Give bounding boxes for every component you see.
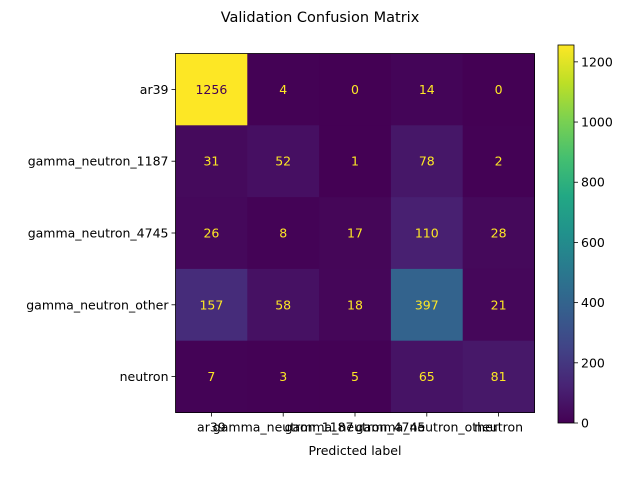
y-tick-label: gamma_neutron_1187 bbox=[28, 154, 169, 169]
x-tick-label: neutron bbox=[474, 420, 523, 435]
heatmap-cell bbox=[175, 340, 248, 413]
y-tick-label: gamma_neutron_4745 bbox=[28, 226, 169, 241]
heatmap-cell bbox=[462, 340, 535, 413]
heatmap-cell bbox=[390, 340, 464, 413]
heatmap-cell bbox=[175, 53, 248, 126]
x-axis-label: Predicted label bbox=[309, 443, 402, 458]
heatmap-cell bbox=[319, 340, 392, 413]
y-tick-label: ar39 bbox=[140, 82, 169, 97]
heatmap-cell bbox=[247, 197, 320, 270]
heatmap-cell bbox=[319, 197, 392, 270]
heatmap-cell bbox=[319, 268, 392, 342]
heatmap-cell bbox=[390, 125, 464, 198]
x-tick-label: gamma_neutron_1187 bbox=[213, 420, 354, 435]
heatmap-cell bbox=[247, 268, 320, 342]
colorbar-tick-label: 200 bbox=[581, 355, 605, 370]
heatmap-cell bbox=[175, 125, 248, 198]
heatmap-cell bbox=[247, 340, 320, 413]
heatmap-cell bbox=[319, 53, 392, 126]
y-axis-ticks: ar39 gamma_neutron_1187 gamma_neutron_4745… bbox=[26, 82, 176, 384]
cell-value-label: 0 bbox=[495, 82, 503, 97]
heatmap-cell bbox=[390, 197, 464, 270]
heatmap-cell bbox=[390, 268, 464, 342]
cell-value-label: 17 bbox=[347, 226, 363, 241]
cell-value-label: 4 bbox=[279, 82, 287, 97]
x-tick-label: gamma_neutron_other bbox=[356, 420, 499, 435]
colorbar-tick-label: 1200 bbox=[581, 54, 613, 69]
cell-value-label: 78 bbox=[419, 154, 435, 169]
heatmap-cell bbox=[462, 125, 535, 198]
cell-value-label: 397 bbox=[415, 297, 439, 312]
heatmap-cell bbox=[175, 268, 248, 342]
cell-value-label: 2 bbox=[495, 154, 503, 169]
cell-value-label: 14 bbox=[419, 82, 435, 97]
colorbar-tick-label: 800 bbox=[581, 175, 605, 190]
cell-value-label: 18 bbox=[347, 297, 363, 312]
y-tick-label: neutron bbox=[120, 369, 169, 384]
colorbar bbox=[557, 44, 575, 424]
cell-value-label: 3 bbox=[279, 369, 287, 384]
heatmap-cell bbox=[319, 125, 392, 198]
colorbar-tick-label: 1000 bbox=[581, 115, 613, 130]
colorbar-tick-label: 400 bbox=[581, 295, 605, 310]
x-tick-label: gamma_neutron_4745 bbox=[285, 420, 426, 435]
heatmap-cell bbox=[247, 125, 320, 198]
cell-value-label: 8 bbox=[279, 226, 287, 241]
cell-value-label: 52 bbox=[275, 154, 291, 169]
heatmap-cell bbox=[390, 53, 464, 126]
heatmap-cell bbox=[175, 197, 248, 270]
heatmap-cell bbox=[462, 268, 535, 342]
cell-value-label: 7 bbox=[207, 369, 215, 384]
cell-value-label: 28 bbox=[491, 226, 507, 241]
cell-value-label: 31 bbox=[203, 154, 219, 169]
cell-value-label: 0 bbox=[351, 82, 359, 97]
colorbar-tick-label: 600 bbox=[581, 235, 605, 250]
cell-value-label: 65 bbox=[419, 369, 435, 384]
x-tick-label: ar39 bbox=[197, 420, 226, 435]
cell-value-label: 21 bbox=[491, 297, 507, 312]
colorbar-ticks: 0 200 400 600 800 1000 1200 bbox=[574, 54, 613, 431]
heatmap-cell bbox=[462, 53, 535, 126]
cell-value-label: 58 bbox=[275, 297, 291, 312]
cell-value-label: 5 bbox=[351, 369, 359, 384]
cell-value-label: 1 bbox=[351, 154, 359, 169]
y-tick-label: gamma_neutron_other bbox=[26, 297, 169, 312]
heatmap-cell bbox=[247, 53, 320, 126]
cell-value-label: 26 bbox=[203, 226, 219, 241]
heatmap-cells bbox=[175, 53, 535, 413]
chart-title: Validation Confusion Matrix bbox=[221, 10, 420, 26]
cell-value-label: 110 bbox=[415, 226, 439, 241]
heatmap-cell bbox=[462, 197, 535, 270]
colorbar-tick-label: 0 bbox=[581, 416, 589, 431]
cell-value-label: 81 bbox=[491, 369, 507, 384]
cell-value-label: 157 bbox=[199, 297, 223, 312]
cell-value-label: 1256 bbox=[195, 82, 227, 97]
x-axis-ticks: ar39gamma_neutron_1187gamma_neutron_4745… bbox=[197, 412, 523, 435]
